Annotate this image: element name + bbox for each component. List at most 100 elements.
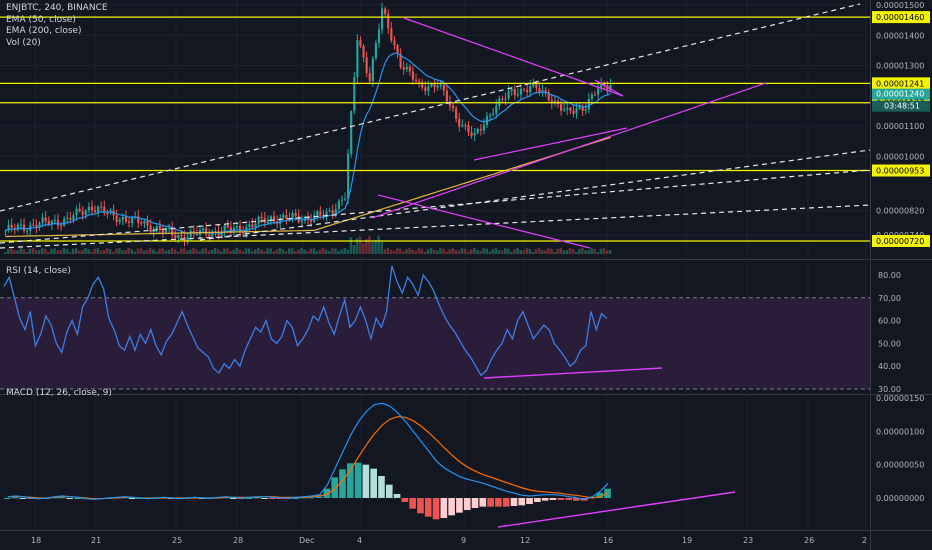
- volume-bar: [436, 250, 439, 254]
- candle-body: [66, 217, 69, 219]
- volume-bar: [53, 248, 56, 254]
- candle-body: [439, 84, 442, 86]
- time-tick-label: 21: [91, 536, 101, 545]
- candle-body: [211, 231, 214, 237]
- candle-body: [149, 225, 152, 233]
- volume-bar: [562, 250, 566, 254]
- candle-body: [569, 107, 572, 111]
- candle-body: [143, 220, 146, 224]
- volume-bar: [482, 248, 485, 254]
- candle-body: [171, 227, 174, 236]
- candle-body: [310, 220, 313, 222]
- candle-body: [97, 206, 100, 213]
- candle-body: [140, 222, 143, 224]
- macd-histogram-bar: [362, 464, 370, 498]
- candle-body: [152, 229, 155, 233]
- rsi-tick-label: 40.00: [878, 362, 901, 371]
- volume-bar: [223, 248, 226, 254]
- symbol-title[interactable]: ENJBTC, 240, BINANCE: [6, 3, 108, 13]
- candle-body: [279, 217, 282, 224]
- rsi-title[interactable]: RSI (14, close): [6, 266, 71, 276]
- volume-bar: [331, 248, 334, 254]
- time-tick-label: 19: [682, 536, 692, 545]
- price-tick-label: 0.00001300: [876, 62, 924, 71]
- volume-bar: [466, 251, 470, 254]
- macd-histogram-bar: [541, 498, 549, 501]
- candle-body: [131, 217, 134, 223]
- volume-bar: [235, 248, 238, 254]
- volume-bar: [253, 249, 257, 254]
- macd-pane[interactable]: [4, 402, 736, 528]
- macd-histogram-bar: [370, 468, 377, 498]
- time-axis[interactable]: 18 21 25 28 Dec 4 9 12 16 19 23 26 2: [31, 536, 867, 545]
- volume-bar: [87, 249, 90, 254]
- ema50-legend[interactable]: EMA (50, close): [6, 14, 76, 25]
- macd-histogram-bar: [448, 498, 455, 516]
- candle-body: [272, 216, 276, 222]
- candle-body: [180, 235, 183, 237]
- level-badge: [872, 164, 930, 177]
- volume-bar: [96, 248, 100, 254]
- volume-bar: [340, 249, 343, 254]
- candle-body: [455, 108, 458, 119]
- volume-bar: [389, 249, 393, 254]
- macd-tick-label: 0.00000100: [876, 427, 924, 436]
- volume-bar: [34, 250, 38, 254]
- candle-body: [137, 216, 140, 223]
- volume-bar: [494, 248, 498, 254]
- candle-body: [208, 234, 211, 237]
- time-tick-label: 18: [31, 536, 41, 545]
- volume-bar: [229, 250, 232, 254]
- volume-bar: [587, 250, 590, 254]
- price-pane[interactable]: [0, 2, 871, 254]
- volume-bar: [16, 250, 19, 254]
- time-tick-label: 12: [520, 536, 530, 545]
- volume-legend[interactable]: Vol (20): [6, 37, 41, 48]
- magenta-trendline: [594, 79, 624, 97]
- volume-bar: [158, 248, 161, 254]
- time-tick-label: Dec: [299, 536, 314, 545]
- volume-bar: [281, 249, 285, 254]
- countdown-badge: [872, 100, 930, 112]
- price-axis[interactable]: 0.00001500 0.00001400 0.00001300 0.00001100…: [872, 1, 930, 503]
- candle-body: [387, 13, 390, 29]
- candle-body: [10, 224, 13, 228]
- volume-bar: [287, 248, 291, 254]
- candle-body: [575, 108, 578, 114]
- candle-body: [587, 99, 590, 110]
- macd-title[interactable]: MACD (12, 26, close, 9): [6, 388, 112, 398]
- candle-body: [60, 225, 63, 227]
- dashed-trendline: [0, 3, 861, 212]
- candle-body: [72, 215, 75, 220]
- volume-bar: [503, 248, 507, 254]
- candle-body: [251, 224, 254, 228]
- volume-bar: [362, 243, 365, 254]
- candle-body: [519, 88, 523, 95]
- candle-body: [186, 237, 189, 242]
- rsi-pane[interactable]: [0, 265, 870, 390]
- candle-body: [269, 216, 273, 220]
- candle-body: [260, 216, 263, 219]
- volume-bar: [485, 248, 488, 254]
- volume-bar: [266, 248, 269, 254]
- candle-body: [118, 219, 121, 222]
- ema200-legend[interactable]: EMA (200, close): [6, 26, 82, 36]
- volume-bar: [374, 240, 377, 254]
- candle-body: [168, 227, 171, 229]
- volume-bar: [300, 248, 303, 254]
- candle-body: [421, 82, 424, 88]
- volume-bar: [470, 249, 473, 254]
- volume-bar: [556, 248, 559, 254]
- volume-bar: [507, 248, 510, 254]
- volume-bar: [115, 248, 118, 254]
- candle-body: [56, 219, 60, 226]
- macd-histogram-bar: [440, 498, 448, 518]
- candle-body: [63, 218, 66, 226]
- volume-bar: [278, 248, 282, 254]
- volume-bar: [395, 248, 399, 254]
- volume-bar: [22, 248, 25, 254]
- volume-bar: [71, 248, 75, 254]
- candle-body: [399, 53, 402, 68]
- candle-body: [158, 226, 161, 231]
